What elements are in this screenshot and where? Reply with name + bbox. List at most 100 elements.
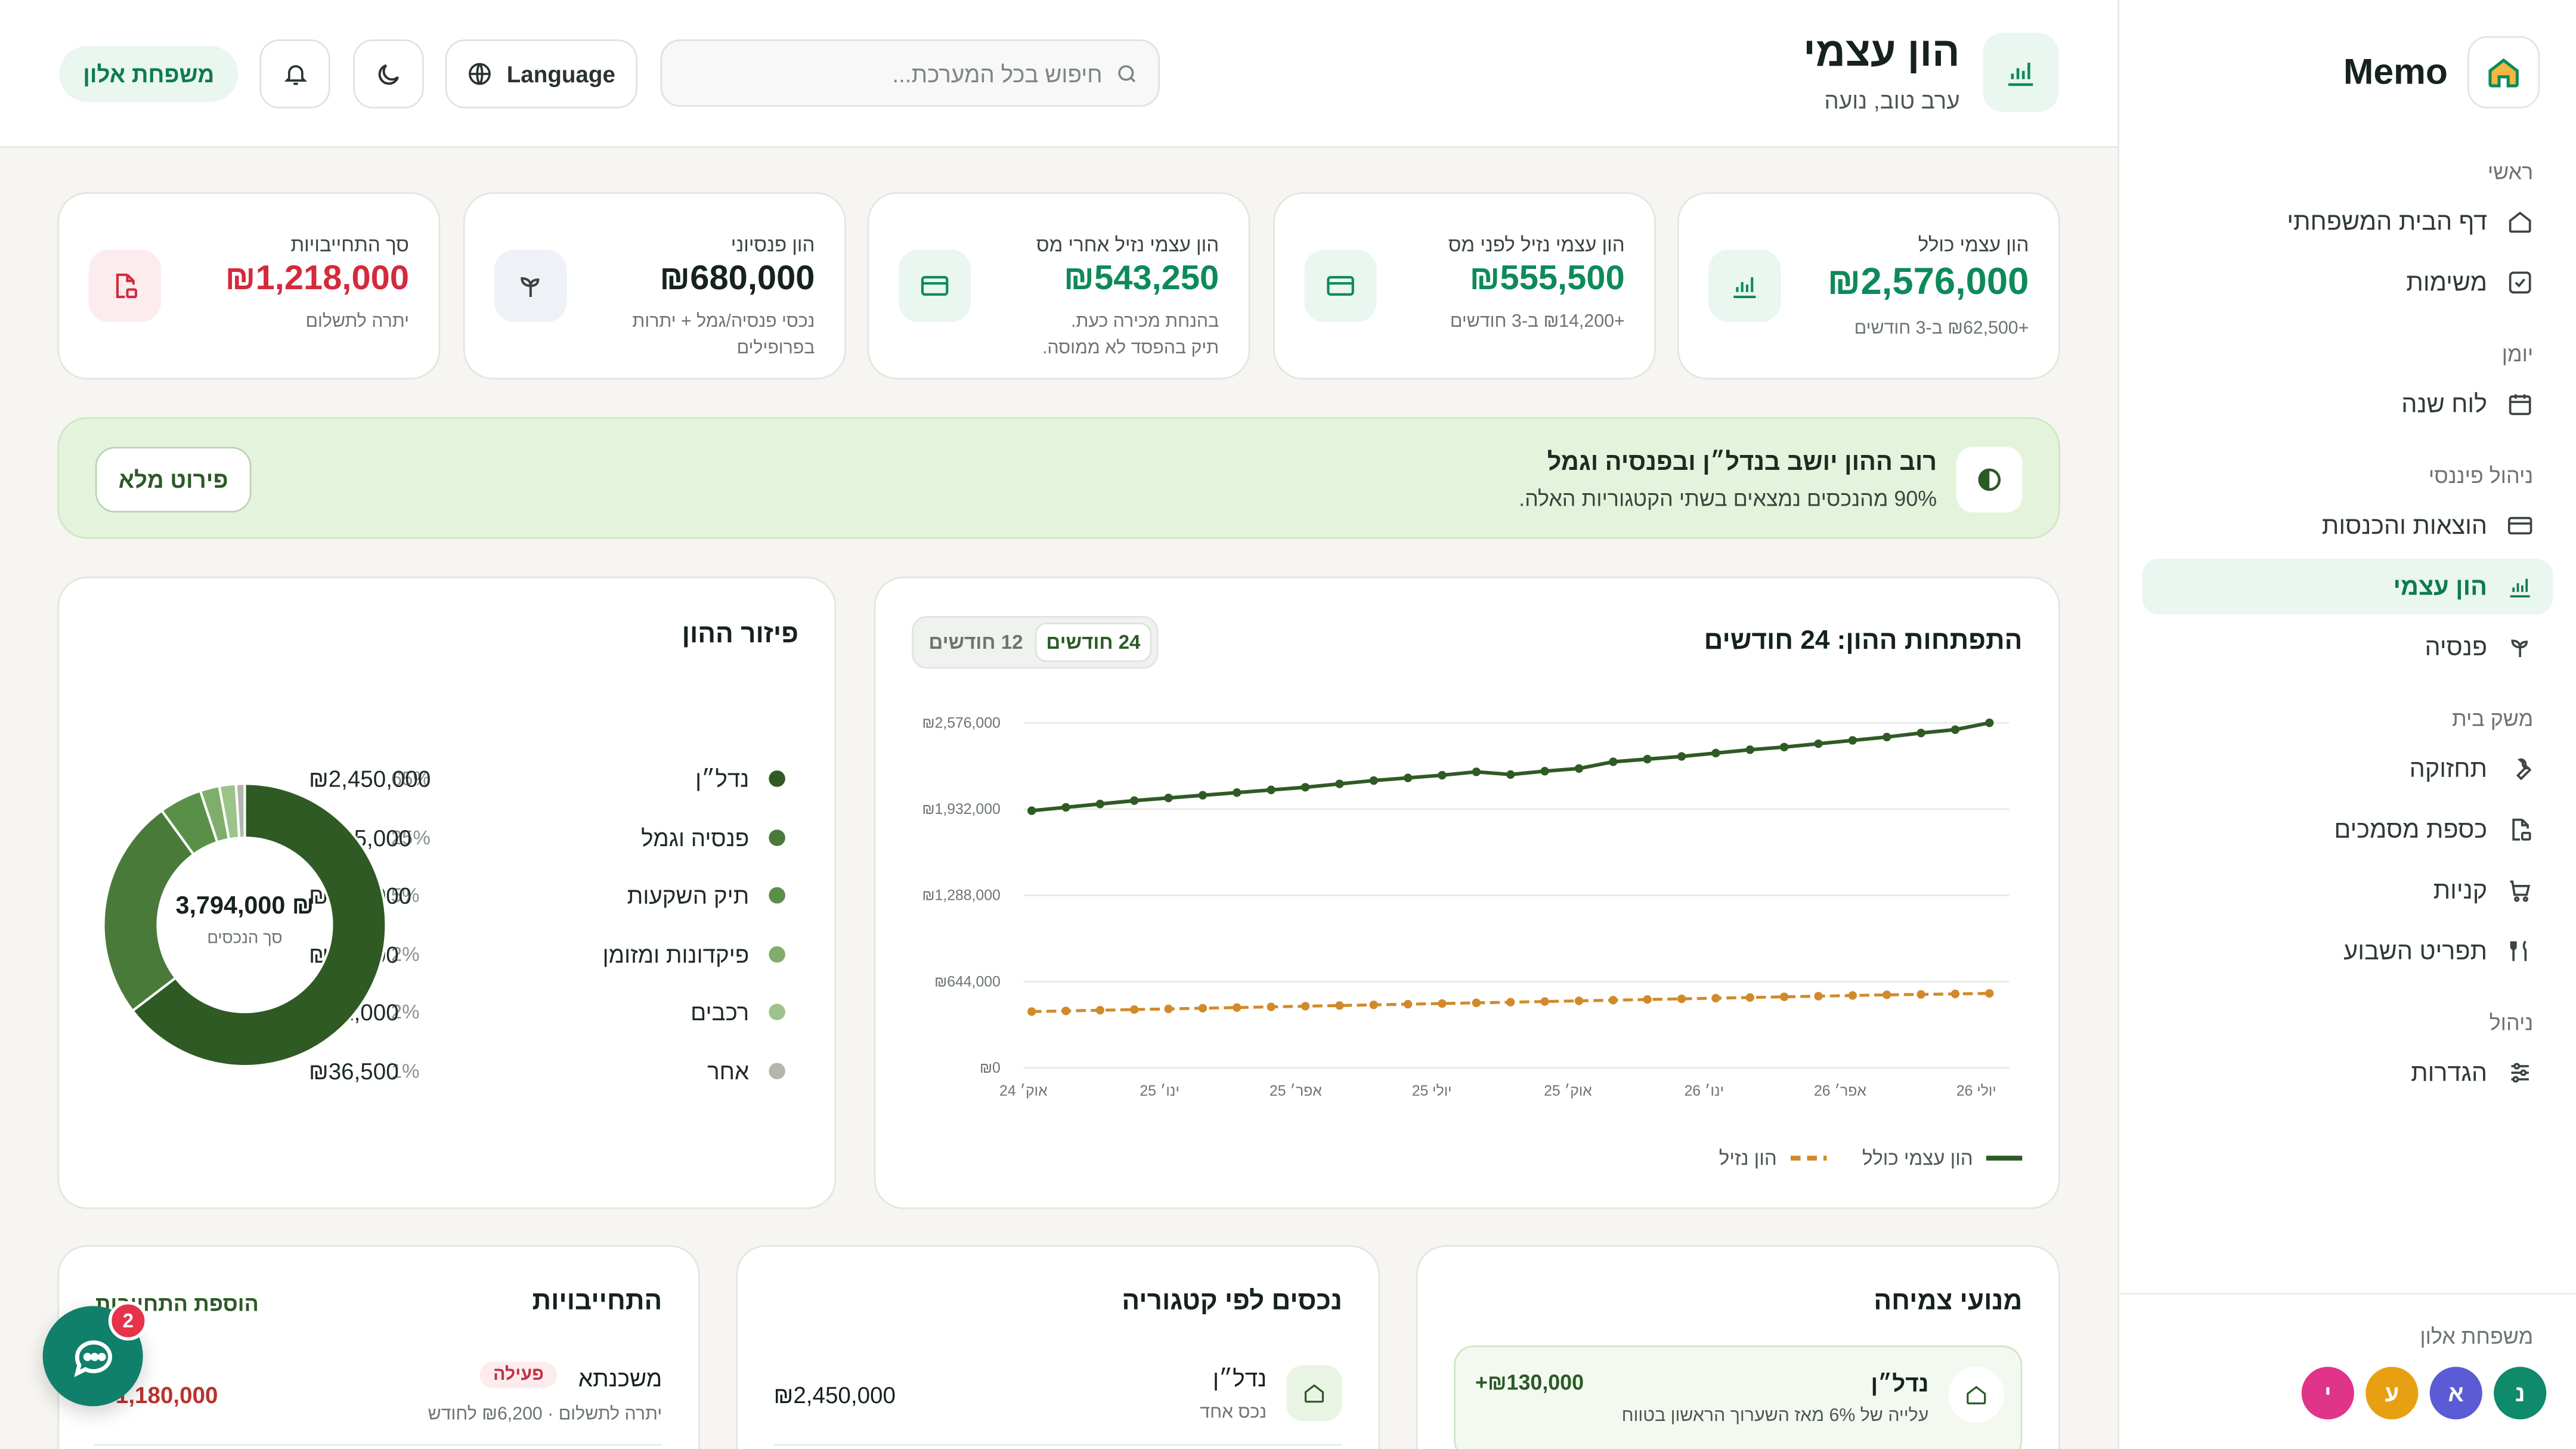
data-point[interactable] [1027,806,1036,815]
sidebar-item-shopping[interactable]: קניות [2142,862,2553,918]
data-point[interactable] [1883,732,1891,742]
sidebar-item-settings[interactable]: הגדרות [2142,1045,2553,1101]
sidebar-item-calendar[interactable]: לוח שנה [2142,376,2553,432]
data-point[interactable] [1609,996,1618,1005]
data-point[interactable] [1574,764,1584,773]
data-point[interactable] [1643,995,1652,1004]
data-point[interactable] [1540,997,1549,1006]
row-divider [94,1444,662,1446]
data-point[interactable] [1711,993,1720,1003]
avatar[interactable]: ע [2366,1367,2419,1420]
data-point[interactable] [1814,992,1823,1001]
data-point[interactable] [1643,754,1652,764]
data-point[interactable] [1095,800,1105,809]
bar-chart-icon [1708,249,1781,322]
stat-value: ₪2,576,000 [1827,259,2029,302]
sidebar-item-menu[interactable]: תפריט השבוע [2142,923,2553,979]
data-point[interactable] [1061,803,1070,812]
calendar-icon [2509,394,2531,416]
donut-slice[interactable] [102,809,196,1013]
donut-center-label: סך הנכסים [207,930,283,948]
full-breakdown-button[interactable]: פירוט מלא [95,447,252,513]
checkbox-icon [2509,271,2531,294]
data-point[interactable] [1301,1002,1310,1011]
data-point[interactable] [1267,785,1275,794]
search-box[interactable] [660,39,1160,107]
data-point[interactable] [1061,1007,1070,1015]
data-point[interactable] [1745,993,1754,1002]
data-point[interactable] [1027,1007,1036,1016]
cart-icon [2510,880,2531,902]
data-point[interactable] [1301,783,1310,792]
tab-24-months[interactable]: 24 חודשים [1035,623,1152,662]
data-point[interactable] [1130,796,1139,805]
data-point[interactable] [1335,1001,1344,1010]
language-button[interactable]: Language [445,39,637,109]
donut-slice[interactable] [234,782,246,840]
legend-dot [769,1004,785,1020]
data-point[interactable] [1403,773,1413,782]
sidebar-item-family-home[interactable]: דף הבית המשפחתי [2142,194,2553,250]
data-point[interactable] [1574,996,1584,1005]
sidebar-item-net-worth[interactable]: הון עצמי [2142,558,2553,615]
notifications-button[interactable] [259,39,330,109]
data-point[interactable] [1985,989,1994,998]
data-point[interactable] [1198,791,1208,800]
data-point[interactable] [1711,748,1720,758]
data-point[interactable] [1164,794,1173,803]
data-point[interactable] [1609,757,1618,766]
avatar[interactable]: י [2301,1367,2354,1420]
logo-home-icon[interactable] [2467,36,2540,109]
sidebar-item-maintenance[interactable]: תחזוקה [2142,741,2553,797]
chat-icon [73,1339,112,1377]
sidebar-item-pension[interactable]: פנסיה [2142,620,2553,676]
data-point[interactable] [1950,725,1960,734]
tab-12-months[interactable]: 12 חודשים [928,630,1023,654]
data-point[interactable] [1438,999,1447,1008]
data-point[interactable] [1164,1004,1173,1014]
data-point[interactable] [1779,992,1789,1001]
data-point[interactable] [1985,719,1994,727]
data-point[interactable] [1883,990,1891,999]
data-point[interactable] [1403,999,1413,1009]
sliders-icon [2511,1063,2529,1083]
data-point[interactable] [1677,752,1686,761]
data-point[interactable] [1369,776,1378,785]
data-point[interactable] [1745,745,1754,754]
data-point[interactable] [1438,770,1447,780]
avatar[interactable]: נ [2494,1367,2547,1420]
data-point[interactable] [1677,994,1686,1004]
data-point[interactable] [1095,1006,1105,1015]
data-point[interactable] [1779,742,1789,752]
data-point[interactable] [1950,989,1960,998]
family-pill[interactable]: משפחת אלון [59,46,239,102]
donut-slice[interactable] [131,782,388,1068]
data-point[interactable] [1130,1005,1139,1014]
data-point[interactable] [1369,1001,1378,1010]
growth-driver-item[interactable]: נדל״ן עלייה של 6% מאז השערוך הראשון בטוו… [1454,1345,2023,1449]
language-label: Language [506,60,615,88]
sidebar-item-expenses[interactable]: הוצאות והכנסות [2142,498,2553,554]
data-point[interactable] [1233,788,1241,797]
data-point[interactable] [1848,736,1857,745]
data-point[interactable] [1233,1003,1241,1012]
data-point[interactable] [1916,990,1925,999]
search-input[interactable] [708,60,1103,86]
data-point[interactable] [1848,991,1857,1000]
data-point[interactable] [1814,739,1823,748]
data-point[interactable] [1916,729,1925,738]
data-point[interactable] [1472,767,1481,776]
dark-mode-button[interactable] [353,39,424,109]
allocation-name: פנסיה וגמל [641,823,750,850]
sidebar-item-tasks[interactable]: משימות [2142,255,2553,311]
data-point[interactable] [1472,998,1481,1007]
data-point[interactable] [1335,779,1344,788]
avatar[interactable]: א [2429,1367,2482,1420]
data-point[interactable] [1506,770,1515,779]
data-point[interactable] [1267,1002,1275,1011]
data-point[interactable] [1540,767,1549,776]
data-point[interactable] [1198,1004,1208,1013]
data-point[interactable] [1506,998,1515,1007]
y-tick-label: ₪1,288,000 [922,888,1000,904]
sidebar-item-vault[interactable]: כספת מסמכים [2142,801,2553,857]
